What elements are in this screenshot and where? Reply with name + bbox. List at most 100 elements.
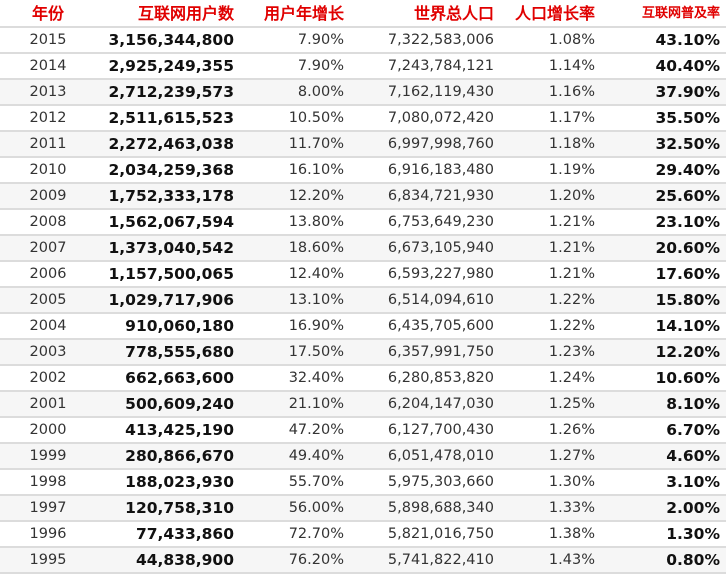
cell-year: 1998 bbox=[29, 474, 67, 490]
header-user-growth: 用户年增长 bbox=[263, 4, 344, 23]
cell-internet-users: 120,758,310 bbox=[125, 499, 234, 517]
cell-internet-users: 2,712,239,573 bbox=[108, 83, 234, 101]
cell-internet-users: 280,866,670 bbox=[125, 447, 234, 465]
cell-population-growth: 1.43% bbox=[548, 552, 595, 568]
cell-population-growth: 1.26% bbox=[548, 422, 595, 438]
cell-user-growth: 21.10% bbox=[288, 396, 344, 412]
cell-world-population: 5,898,688,340 bbox=[387, 500, 494, 516]
table-row: 2003 778,555,680 17.50% 6,357,991,750 1.23% 1… bbox=[0, 340, 726, 366]
cell-user-growth: 16.10% bbox=[288, 162, 344, 178]
cell-world-population: 6,997,998,760 bbox=[387, 136, 494, 152]
header-penetration: 互联网普及率 bbox=[641, 6, 720, 21]
cell-year: 2008 bbox=[29, 214, 67, 230]
cell-user-growth: 7.90% bbox=[297, 32, 344, 48]
cell-penetration: 14.10% bbox=[655, 317, 720, 335]
cell-user-growth: 49.40% bbox=[288, 448, 344, 464]
cell-world-population: 6,916,183,480 bbox=[387, 162, 494, 178]
cell-internet-users: 662,663,600 bbox=[125, 369, 234, 387]
table-header-row: 年份 互联网用户数 用户年增长 世界总人口 人口增长率 互联网普及率 bbox=[0, 0, 726, 28]
cell-internet-users: 3,156,344,800 bbox=[108, 31, 234, 49]
cell-user-growth: 8.00% bbox=[297, 84, 344, 100]
cell-internet-users: 1,029,717,906 bbox=[108, 291, 234, 309]
cell-internet-users: 778,555,680 bbox=[125, 343, 234, 361]
cell-year: 1999 bbox=[29, 448, 67, 464]
cell-world-population: 6,834,721,930 bbox=[387, 188, 494, 204]
cell-penetration: 12.20% bbox=[655, 343, 720, 361]
cell-year: 2001 bbox=[29, 396, 67, 412]
cell-internet-users: 1,752,333,178 bbox=[108, 187, 234, 205]
cell-internet-users: 44,838,900 bbox=[135, 551, 234, 569]
cell-year: 2003 bbox=[29, 344, 67, 360]
cell-penetration: 2.00% bbox=[666, 499, 720, 517]
cell-user-growth: 72.70% bbox=[288, 526, 344, 542]
cell-user-growth: 18.60% bbox=[288, 240, 344, 256]
cell-penetration: 3.10% bbox=[666, 473, 720, 491]
cell-world-population: 6,753,649,230 bbox=[387, 214, 494, 230]
header-year: 年份 bbox=[31, 4, 64, 23]
header-population-growth: 人口增长率 bbox=[514, 4, 595, 23]
cell-user-growth: 10.50% bbox=[288, 110, 344, 126]
cell-world-population: 5,741,822,410 bbox=[387, 552, 494, 568]
cell-internet-users: 77,433,860 bbox=[135, 525, 234, 543]
cell-world-population: 6,357,991,750 bbox=[387, 344, 494, 360]
cell-user-growth: 32.40% bbox=[288, 370, 344, 386]
cell-world-population: 6,673,105,940 bbox=[387, 240, 494, 256]
cell-year: 2009 bbox=[29, 188, 67, 204]
cell-year: 2013 bbox=[29, 84, 67, 100]
header-world-population: 世界总人口 bbox=[413, 4, 494, 23]
cell-internet-users: 500,609,240 bbox=[125, 395, 234, 413]
cell-year: 2005 bbox=[29, 292, 67, 308]
cell-internet-users: 2,034,259,368 bbox=[108, 161, 234, 179]
cell-year: 2004 bbox=[29, 318, 67, 334]
cell-penetration: 6.70% bbox=[666, 421, 720, 439]
cell-population-growth: 1.25% bbox=[548, 396, 595, 412]
table-row: 2005 1,029,717,906 13.10% 6,514,094,610 1.22… bbox=[0, 288, 726, 314]
cell-penetration: 10.60% bbox=[655, 369, 720, 387]
table-row: 2001 500,609,240 21.10% 6,204,147,030 1.25% 8… bbox=[0, 392, 726, 418]
cell-year: 2012 bbox=[29, 110, 67, 126]
table-row: 1999 280,866,670 49.40% 6,051,478,010 1.27% 4… bbox=[0, 444, 726, 470]
cell-world-population: 6,593,227,980 bbox=[387, 266, 494, 282]
cell-world-population: 6,127,700,430 bbox=[387, 422, 494, 438]
cell-penetration: 37.90% bbox=[655, 83, 720, 101]
table-row: 1997 120,758,310 56.00% 5,898,688,340 1.33% 2… bbox=[0, 496, 726, 522]
cell-internet-users: 2,511,615,523 bbox=[108, 109, 234, 127]
table-row: 2007 1,373,040,542 18.60% 6,673,105,940 1.21… bbox=[0, 236, 726, 262]
cell-population-growth: 1.24% bbox=[548, 370, 595, 386]
table-row: 2010 2,034,259,368 16.10% 6,916,183,480 1.19… bbox=[0, 158, 726, 184]
cell-penetration: 17.60% bbox=[655, 265, 720, 283]
cell-penetration: 23.10% bbox=[655, 213, 720, 231]
cell-user-growth: 56.00% bbox=[288, 500, 344, 516]
cell-year: 2000 bbox=[29, 422, 67, 438]
cell-world-population: 7,080,072,420 bbox=[387, 110, 494, 126]
cell-world-population: 6,051,478,010 bbox=[387, 448, 494, 464]
cell-world-population: 5,975,303,660 bbox=[387, 474, 494, 490]
cell-year: 2007 bbox=[29, 240, 67, 256]
table-row: 1996 77,433,860 72.70% 5,821,016,750 1.38% 1.… bbox=[0, 522, 726, 548]
cell-user-growth: 11.70% bbox=[288, 136, 344, 152]
cell-population-growth: 1.20% bbox=[548, 188, 595, 204]
cell-year: 2015 bbox=[29, 32, 67, 48]
cell-world-population: 7,322,583,006 bbox=[387, 32, 494, 48]
cell-penetration: 32.50% bbox=[655, 135, 720, 153]
cell-penetration: 43.10% bbox=[655, 31, 720, 49]
cell-internet-users: 1,157,500,065 bbox=[108, 265, 234, 283]
cell-penetration: 35.50% bbox=[655, 109, 720, 127]
cell-world-population: 7,162,119,430 bbox=[387, 84, 494, 100]
cell-user-growth: 16.90% bbox=[288, 318, 344, 334]
cell-user-growth: 13.10% bbox=[288, 292, 344, 308]
cell-population-growth: 1.17% bbox=[548, 110, 595, 126]
cell-internet-users: 2,925,249,355 bbox=[108, 57, 234, 75]
cell-user-growth: 76.20% bbox=[288, 552, 344, 568]
table-body: 2015 3,156,344,800 7.90% 7,322,583,006 1.08%… bbox=[0, 28, 726, 574]
cell-population-growth: 1.27% bbox=[548, 448, 595, 464]
cell-internet-users: 413,425,190 bbox=[125, 421, 234, 439]
cell-year: 2002 bbox=[29, 370, 67, 386]
cell-penetration: 29.40% bbox=[655, 161, 720, 179]
cell-year: 1996 bbox=[29, 526, 67, 542]
cell-population-growth: 1.21% bbox=[548, 214, 595, 230]
table-row: 2002 662,663,600 32.40% 6,280,853,820 1.24% 1… bbox=[0, 366, 726, 392]
table-row: 2013 2,712,239,573 8.00% 7,162,119,430 1.16%… bbox=[0, 80, 726, 106]
header-internet-users: 互联网用户数 bbox=[137, 4, 234, 23]
cell-penetration: 20.60% bbox=[655, 239, 720, 257]
